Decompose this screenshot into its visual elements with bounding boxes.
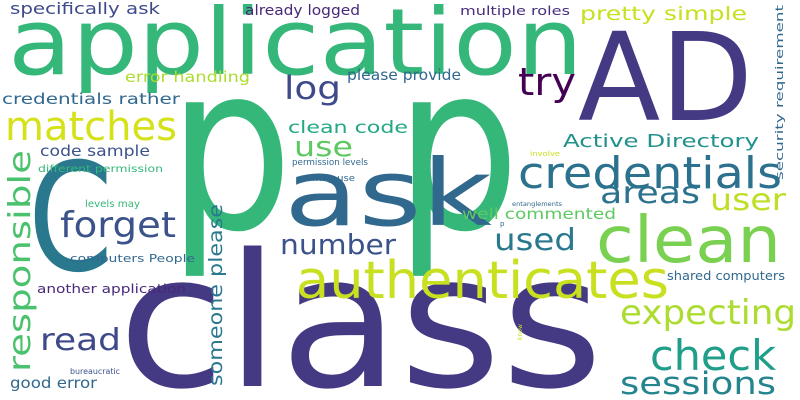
word: clean	[596, 204, 781, 278]
word: p	[500, 220, 505, 228]
word: ask	[284, 140, 493, 247]
word: credentials rather	[2, 90, 181, 108]
word: responsible	[3, 150, 38, 372]
word: read	[40, 323, 121, 358]
word: bureaucratic	[70, 367, 120, 376]
word: sessions	[620, 366, 776, 400]
word: may use	[312, 174, 356, 184]
word: check	[650, 331, 777, 380]
word: error handling	[125, 68, 250, 86]
word: matches	[5, 104, 177, 150]
word: specifically ask	[10, 0, 161, 18]
word: different permission	[38, 164, 163, 175]
word: application	[8, 0, 583, 96]
word: shared computers	[667, 269, 785, 283]
word: expecting	[620, 293, 796, 333]
word: entanglements	[512, 201, 562, 208]
word: used	[494, 223, 576, 258]
word: try	[518, 60, 576, 104]
word: levels may	[85, 199, 140, 210]
word: areas	[600, 176, 700, 211]
word: pretty simple	[580, 3, 747, 25]
word: log	[284, 69, 341, 107]
word: C	[28, 132, 113, 306]
word: multiple roles	[460, 4, 570, 18]
word: someone please	[205, 204, 227, 386]
word: number	[280, 228, 397, 261]
word: well commented	[462, 205, 616, 223]
word: computers People	[70, 252, 195, 265]
word: involve	[530, 150, 560, 158]
word: another application	[37, 282, 186, 296]
word: security requirement	[773, 4, 786, 180]
word: permission levels	[292, 158, 368, 168]
word: user	[710, 183, 787, 218]
word: class	[118, 214, 603, 400]
word: please provide	[347, 66, 461, 84]
word: authenticates	[296, 251, 669, 311]
word: already logged	[245, 3, 360, 19]
word: clean code	[288, 118, 408, 138]
word: code sample	[40, 142, 150, 160]
word: credentials	[518, 148, 782, 199]
word: forget	[60, 205, 176, 246]
word: Active Directory	[563, 131, 759, 152]
word: know	[517, 324, 524, 340]
word: p	[168, 16, 293, 283]
word: good error	[10, 374, 98, 392]
word: use	[294, 130, 353, 163]
word: p	[395, 16, 520, 283]
word: AD	[578, 7, 753, 149]
